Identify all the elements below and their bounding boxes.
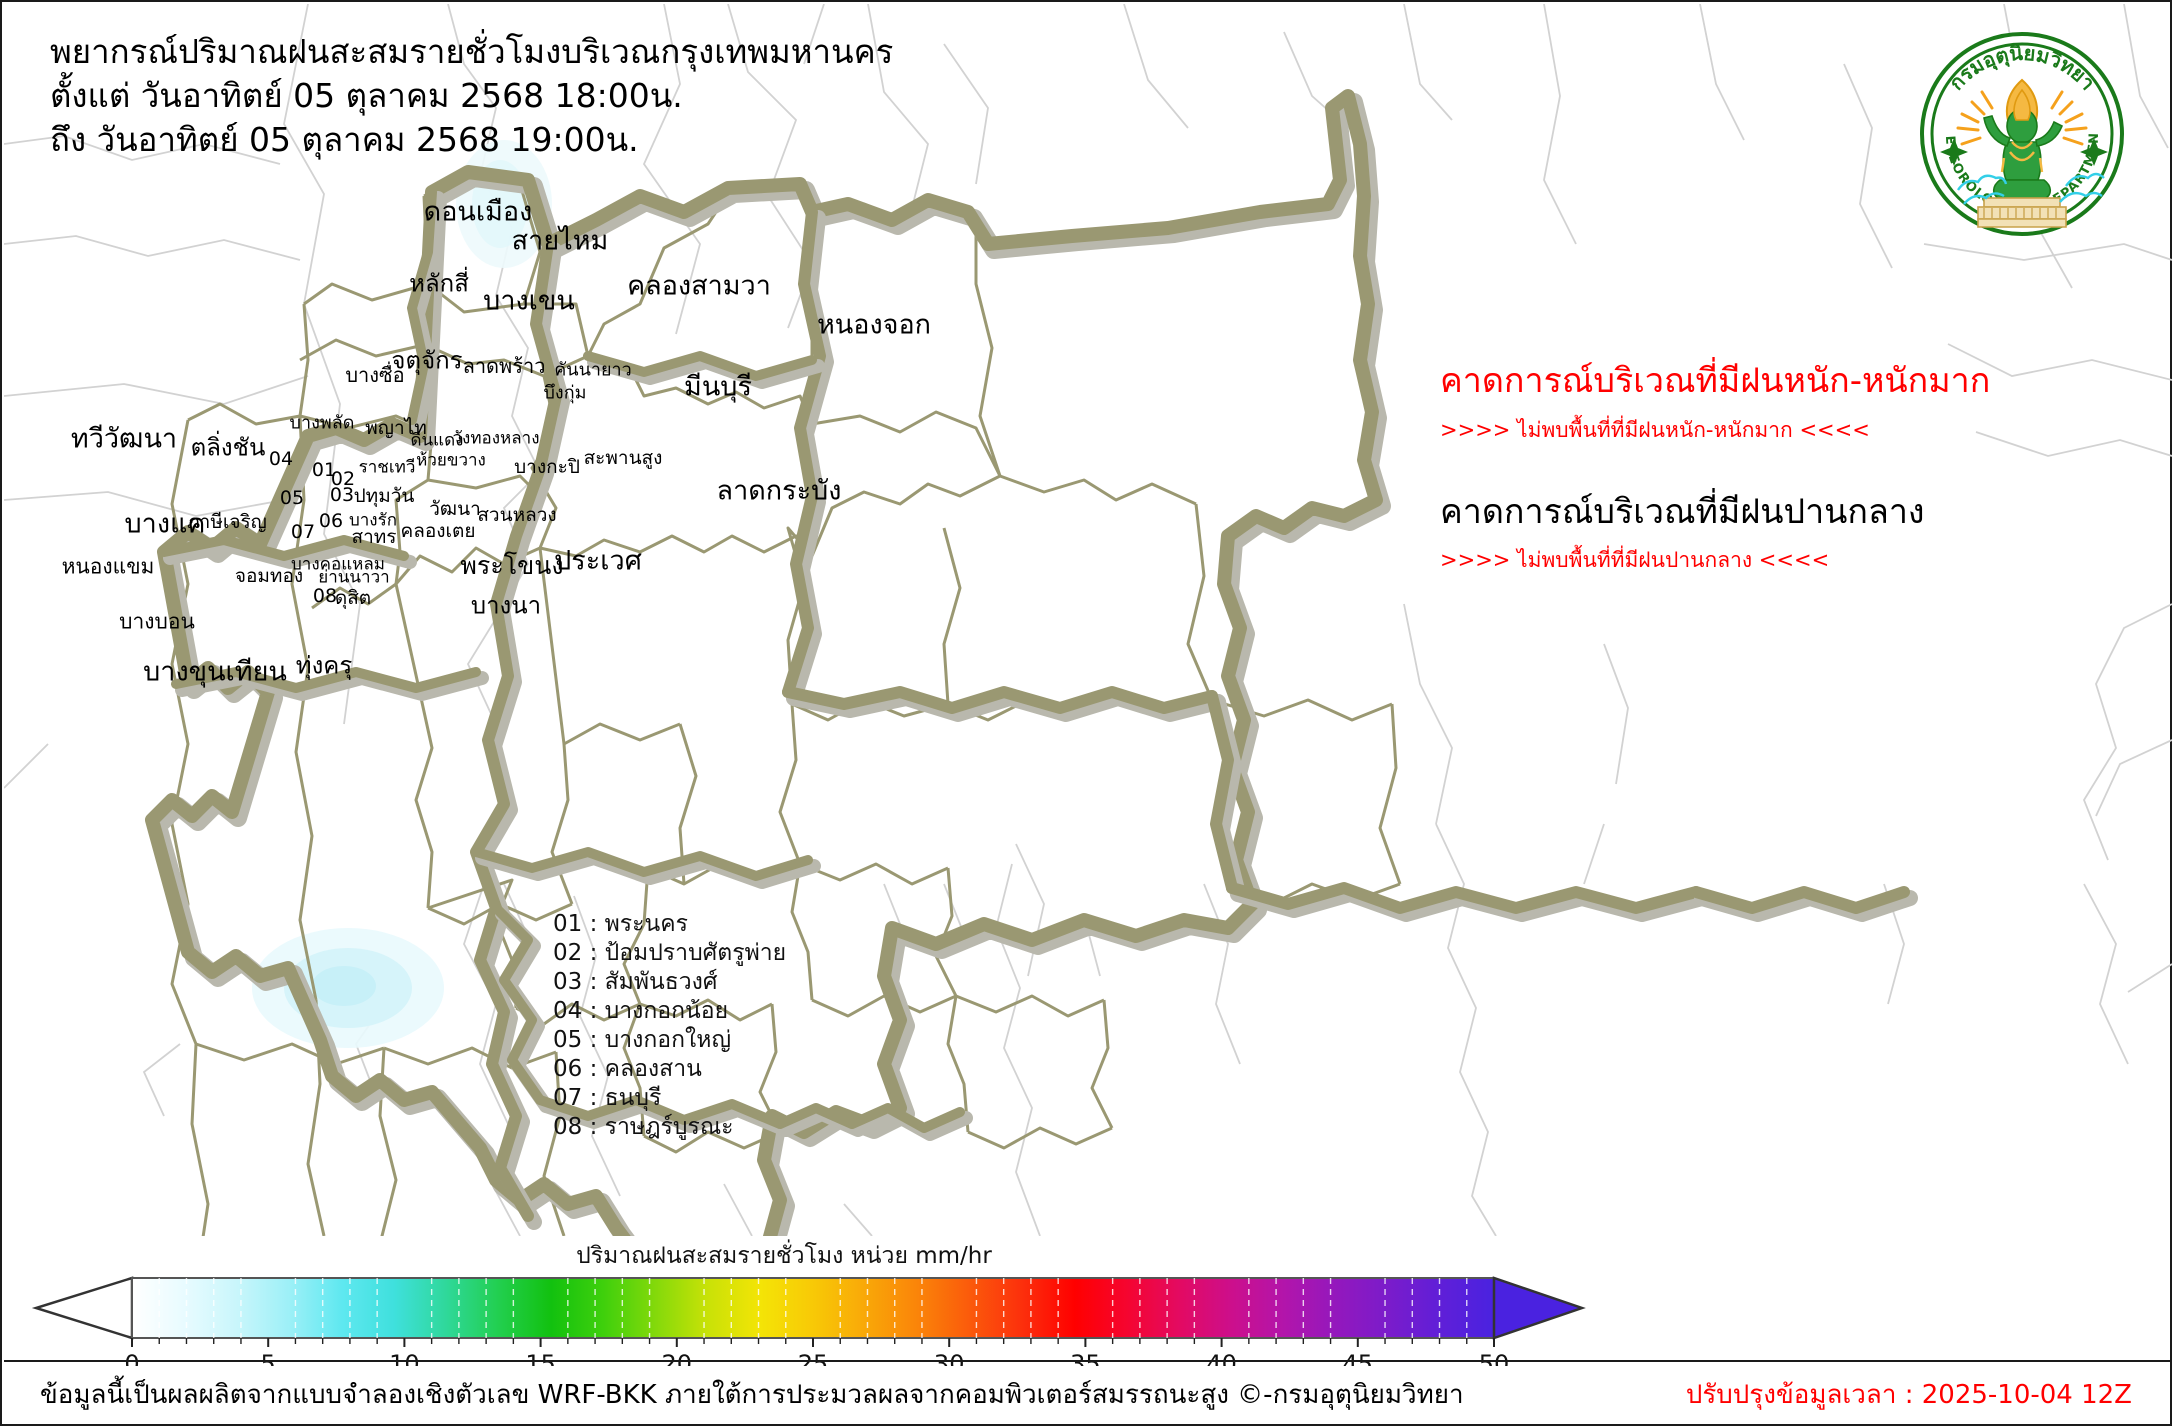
- district-label: สะพานสูง: [583, 447, 663, 469]
- district-label: ทวีวัฒนา: [70, 423, 178, 455]
- district-label: บางรัก: [348, 510, 398, 531]
- district-label: วัฒนา: [429, 498, 481, 520]
- code-legend-item: 04 : บางกอกน้อย: [553, 997, 729, 1024]
- moderate-rain-heading: คาดการณ์บริเวณที่มีฝนปานกลาง: [1440, 491, 1925, 532]
- code-legend-item: 06 : คลองสาน: [553, 1055, 702, 1082]
- district-label: บางซื่อ: [345, 363, 405, 387]
- district-label: สายไหม: [511, 225, 609, 257]
- colorbar: ปริมาณฝนสะสมรายชั่วโมง หน่วย mm/hr 0 5 10 1…: [4, 1236, 2172, 1366]
- district-label: ทุ่งครุ: [295, 651, 353, 680]
- colorbar-tick-label: 35: [1070, 1350, 1101, 1366]
- district-label: บางคอแหลม: [290, 554, 386, 575]
- map-title-block: พยากรณ์ปริมาณฝนสะสมรายชั่วโมงบริเวณกรุงเ…: [50, 30, 893, 163]
- district-label: บางเขน: [483, 285, 575, 317]
- district-label: บางแค: [124, 508, 206, 540]
- district-code-label: 01: [311, 459, 337, 481]
- code-legend-item: 01 : พระนคร: [553, 911, 688, 937]
- district-label: ลาดกระบัง: [716, 475, 842, 507]
- colorbar-tick-labels: 0 5 10 15 20 25 30 35 40 45 50: [124, 1350, 1509, 1366]
- code-legend-item: 07 : ธนบุรี: [553, 1084, 662, 1111]
- district-label: บางพลัด: [289, 412, 355, 434]
- colorbar-tick-label: 25: [798, 1350, 829, 1366]
- district-label: หนองแขม: [61, 554, 155, 579]
- heavy-rain-heading: คาดการณ์บริเวณที่มีฝนหนัก-หนักมาก: [1440, 361, 1991, 401]
- colorbar-tick-label: 30: [934, 1350, 965, 1366]
- panel-spacer: [1440, 447, 2100, 491]
- title-line-3: ถึง วันอาทิตย์ 05 ตุลาคม 2568 19:00น.: [50, 120, 639, 160]
- colorbar-ticks: [131, 1338, 1495, 1347]
- district-label: ปทุมวัน: [353, 485, 415, 507]
- code-legend-item: 05 : บางกอกใหญ่: [553, 1026, 732, 1053]
- district-label: ห้วยขวาง: [416, 450, 486, 471]
- district-label: หลักสี่: [409, 269, 469, 298]
- colorbar-tick-label: 45: [1343, 1350, 1374, 1366]
- district-label: บางนา: [470, 591, 542, 620]
- code-legend-item: 03 : สัมพันธวงศ์: [553, 968, 718, 995]
- district-code-label: 05: [279, 487, 305, 509]
- tmd-seal-icon: กรมอุตุนิยมวิทยา METEOROLOGICAL DEPARTME…: [1911, 19, 2124, 236]
- district-label: บางกะปิ: [514, 456, 580, 478]
- moderate-rain-result: >>>> ไม่พบพื้นที่ที่มีฝนปานกลาง <<<<: [1440, 548, 1830, 572]
- district-label: จอมทอง: [234, 565, 304, 587]
- district-label: คันนายาว: [554, 359, 632, 381]
- district-code-label: 08: [312, 585, 338, 607]
- district-label: คลองเตย: [400, 520, 476, 542]
- rain-patch-bangkhae: [252, 140, 552, 1048]
- district-label: สวนหลวง: [477, 504, 557, 526]
- colorbar-tick-label: 0: [124, 1350, 139, 1366]
- footer-bar: ข้อมูลนี้เป็นผลผลิตจากแบบจำลองเชิงตัวเลข…: [4, 1360, 2172, 1422]
- footer-update-time: ปรับปรุงข้อมูลเวลา : 2025-10-04 12Z: [1685, 1380, 2132, 1410]
- district-code-label: 03: [329, 484, 355, 506]
- district-label: บึงกุ่ม: [543, 382, 587, 404]
- district-label: ตลิ่งชัน: [190, 433, 266, 462]
- code-legend-item: 08 : ราษฎร์บูรณะ: [553, 1113, 734, 1140]
- district-code-label: 07: [290, 521, 316, 543]
- district-code-label: 04: [268, 448, 294, 470]
- colorbar-tick-label: 20: [662, 1350, 693, 1366]
- district-label: ภาษีเจริญ: [187, 511, 267, 533]
- footer-source-text: ข้อมูลนี้เป็นผลผลิตจากแบบจำลองเชิงตัวเลข…: [40, 1380, 1464, 1410]
- district-label: ลาดพร้าว: [462, 354, 546, 378]
- district-label: จตุจักร: [391, 346, 463, 375]
- colorbar-tick-label: 10: [389, 1350, 420, 1366]
- district-label: สาทร: [351, 526, 397, 548]
- bangkok-district-map: [4, 4, 2172, 1236]
- heavy-rain-result: >>>> ไม่พบพื้นที่ที่มีฝนหนัก-หนักมาก <<<…: [1440, 417, 1870, 442]
- colorbar-graphic: 0 5 10 15 20 25 30 35 40 45 50: [31, 1276, 1586, 1366]
- district-code-legend: 01 : พระนคร 02 : ป้อมปราบศัตรูพ่าย 03 : …: [553, 910, 786, 1142]
- district-label: หนองจอก: [816, 309, 932, 341]
- colorbar-tick-label: 5: [261, 1350, 276, 1366]
- district-label: ราชเทวี: [358, 457, 416, 478]
- district-code-label: 06: [318, 510, 344, 532]
- district-code-label: 02: [330, 468, 356, 490]
- district-label: คลองสามวา: [627, 270, 771, 302]
- district-label: วังทองหลาง: [452, 428, 540, 449]
- district-label: ดินแดง: [410, 430, 464, 451]
- title-line-1: พยากรณ์ปริมาณฝนสะสมรายชั่วโมงบริเวณกรุงเ…: [50, 32, 894, 71]
- inner-thick-boundaries: [159, 187, 1918, 1230]
- district-label: บางบอน: [119, 609, 195, 634]
- district-label: พระโขนง: [460, 551, 564, 580]
- district-label: พญาไท: [365, 417, 427, 439]
- district-label: ดอนเมือง: [423, 196, 533, 228]
- district-label: บางขุนเทียน: [143, 656, 287, 688]
- colorbar-minor-ticks: [158, 1278, 1468, 1344]
- colorbar-title: ปริมาณฝนสะสมรายชั่วโมง หน่วย mm/hr: [576, 1243, 992, 1269]
- district-label: ประเวศ: [554, 545, 642, 577]
- colorbar-body: [31, 1276, 1586, 1340]
- colorbar-tick-label: 50: [1479, 1350, 1510, 1366]
- district-label: มีนบุรี: [684, 371, 752, 403]
- meteorological-department-logo: กรมอุตุนิยมวิทยา METEOROLOGICAL DEPARTME…: [1911, 19, 2126, 238]
- colorbar-tick-label: 15: [525, 1350, 556, 1366]
- map-canvas: [4, 4, 2172, 1236]
- district-label: ย่านนาวา: [318, 567, 390, 588]
- district-label: ดุสิต: [334, 587, 372, 609]
- code-legend-item: 02 : ป้อมปราบศัตรูพ่าย: [553, 939, 787, 966]
- forecast-summary-panel: คาดการณ์บริเวณที่มีฝนหนัก-หนักมาก >>>> ไ…: [1440, 360, 2100, 577]
- colorbar-tick-label: 40: [1206, 1350, 1237, 1366]
- title-line-2: ตั้งแต่ วันอาทิตย์ 05 ตุลาคม 2568 18:00น…: [50, 76, 683, 116]
